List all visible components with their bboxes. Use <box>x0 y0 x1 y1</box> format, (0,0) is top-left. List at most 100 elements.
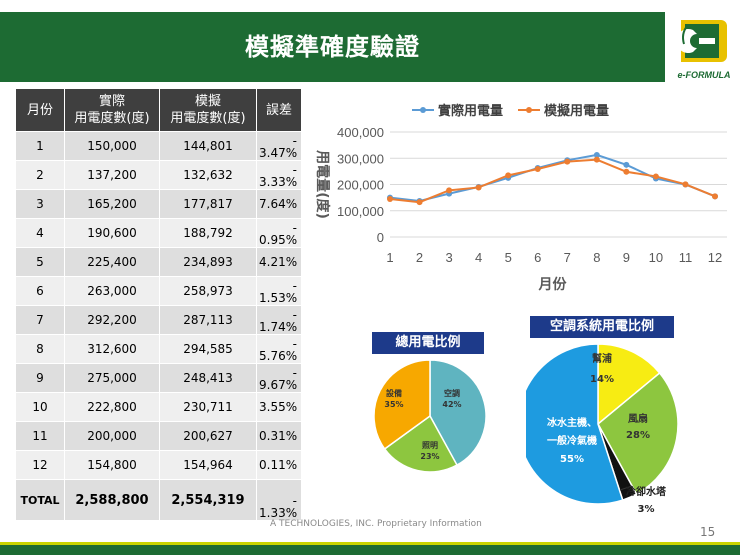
cell-actual: 150,000 <box>64 131 160 161</box>
series-line <box>389 158 716 204</box>
y-axis-label: 用電量(度) <box>314 150 331 219</box>
data-point <box>564 158 571 165</box>
page-number: 15 <box>700 525 716 539</box>
title-banner <box>0 12 665 82</box>
x-tick-label: 5 <box>505 250 512 265</box>
footer-prefix: A <box>270 519 277 529</box>
error-value: 3.55% <box>259 400 298 414</box>
table-row: 7 292,200 287,113-1.74% <box>15 305 302 335</box>
data-point <box>623 161 630 168</box>
table-body: 1 150,000 144,801-3.47% 2 137,200 132,632-3.3… <box>15 131 302 480</box>
energy-table: 月份 實際 用電度數(度) 模擬 用電度數(度) 誤差 1 150,000 144,80… <box>15 88 302 521</box>
error-dash: - <box>292 337 297 351</box>
cell-actual: 190,600 <box>64 218 160 248</box>
error-dash: - <box>292 163 297 177</box>
cell-sim: 132,632 <box>159 160 257 190</box>
data-point <box>652 173 659 180</box>
page-title: 模擬準確度驗證 <box>245 33 420 61</box>
slice-pct: 35% <box>384 400 403 409</box>
top-strip <box>0 0 740 8</box>
cell-actual: 275,000 <box>64 363 160 393</box>
error-value: 1.74% <box>259 320 298 334</box>
slice-label: 冷卻水塔 <box>626 485 667 498</box>
total-row: TOTAL 2,588,800 2,554,319 -1.33% <box>15 479 302 521</box>
error-value: 0.11% <box>259 458 298 472</box>
slice-label: 空調 <box>444 388 460 398</box>
cell-error: -9.67% <box>256 363 302 393</box>
cell-month: 8 <box>15 334 65 364</box>
x-tick-label: 12 <box>708 250 722 265</box>
footer-text: TECHNOLOGIES, INC. Proprietary Informati… <box>279 519 482 529</box>
slice-pct: 28% <box>626 430 650 441</box>
y-tick-label: 400,000 <box>337 125 384 140</box>
slice-label: 設備 <box>386 388 402 398</box>
header-error: 誤差 <box>256 88 302 132</box>
cell-actual: 312,600 <box>64 334 160 364</box>
cell-actual: 200,000 <box>64 421 160 451</box>
data-point <box>534 166 541 173</box>
table-row: 3 165,200 177,817 7.64% <box>15 189 302 219</box>
cell-month: 2 <box>15 160 65 190</box>
table-row: 6 263,000 258,973-1.53% <box>15 276 302 306</box>
header-sim: 模擬 用電度數(度) <box>159 88 257 132</box>
x-tick-label: 1 <box>386 250 393 265</box>
data-point <box>623 168 630 175</box>
cell-actual: 165,200 <box>64 189 160 219</box>
cell-actual: 292,200 <box>64 305 160 335</box>
y-tick-label: 300,000 <box>337 151 384 166</box>
y-tick-label: 0 <box>377 230 384 245</box>
slice-label-line2: 一般冷氣機 <box>547 434 597 447</box>
cell-error: -3.47% <box>256 131 302 161</box>
pie-slice <box>383 414 458 473</box>
header-month: 月份 <box>15 88 65 132</box>
table-row: 8 312,600 294,585 -5.76% <box>15 334 302 364</box>
cell-month: 10 <box>15 392 65 422</box>
slice-label: 風扇 <box>628 412 648 425</box>
cell-month: 9 <box>15 363 65 393</box>
cell-month: 4 <box>15 218 65 248</box>
cell-month: 11 <box>15 421 65 451</box>
error-value: 0.31% <box>259 429 298 443</box>
total-sim: 2,554,319 <box>159 479 257 521</box>
legend-marker <box>420 107 426 113</box>
e-formula-logo <box>667 12 740 86</box>
pie-aircon: 幫浦 14% 風扇 28% 冷卻水塔 3% 冰水主機、一般冷氣機 55% <box>526 343 679 515</box>
cell-sim: 294,585 <box>159 334 257 364</box>
error-dash: - <box>292 308 297 322</box>
x-tick-label: 3 <box>445 250 452 265</box>
x-tick-label: 7 <box>564 250 571 265</box>
error-dash: - <box>292 366 297 380</box>
data-point <box>593 151 600 158</box>
cell-sim: 144,801 <box>159 131 257 161</box>
header-actual-line2: 用電度數(度) <box>74 111 150 126</box>
x-tick-label: 6 <box>534 250 541 265</box>
data-point <box>416 199 423 206</box>
y-tick-label: 200,000 <box>337 178 384 193</box>
error-value: 3.47% <box>259 146 298 160</box>
cell-month: 12 <box>15 450 65 480</box>
slice-label: 照明 <box>422 441 438 450</box>
cell-sim: 200,627 <box>159 421 257 451</box>
cell-sim: 154,964 <box>159 450 257 480</box>
table-row: 5 225,400 234,893 4.21% <box>15 247 302 277</box>
cell-actual: 137,200 <box>64 160 160 190</box>
cell-sim: 248,413 <box>159 363 257 393</box>
cell-error: 3.55% <box>256 392 302 422</box>
error-value: 7.64% <box>259 197 298 211</box>
pie-total: 空調 42% 照明 23% 設備 35% <box>373 359 487 473</box>
slice-label: 幫浦 <box>592 352 612 365</box>
cell-sim: 287,113 <box>159 305 257 335</box>
header-sim-line2: 用電度數(度) <box>170 111 246 126</box>
legend-marker <box>526 107 532 113</box>
error-value: 5.76% <box>259 349 298 363</box>
cell-sim: 177,817 <box>159 189 257 219</box>
x-tick-label: 9 <box>623 250 630 265</box>
slice-pct: 3% <box>638 504 655 515</box>
legend-label: 模擬用電量 <box>544 103 609 119</box>
pie-slice <box>526 343 624 505</box>
cell-sim: 258,973 <box>159 276 257 306</box>
table-row: 10 222,800 230,711 3.55% <box>15 392 302 422</box>
error-value: 9.67% <box>259 378 298 392</box>
slice-pct: 55% <box>560 454 584 465</box>
